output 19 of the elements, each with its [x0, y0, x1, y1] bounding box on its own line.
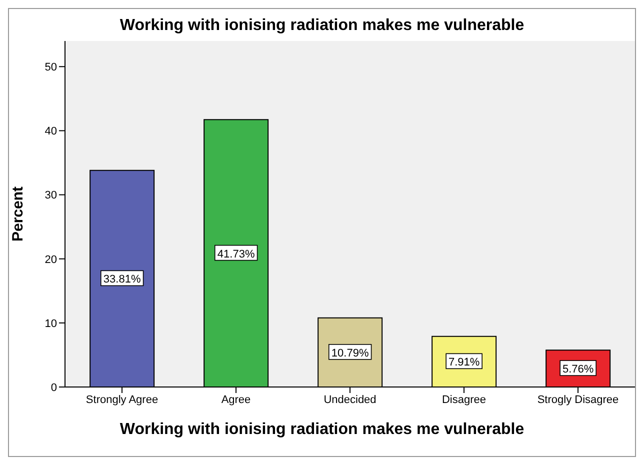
x-tick-label: Strogly Disagree — [537, 394, 619, 406]
data-label: 7.91% — [448, 356, 480, 369]
x-axis-title: Working with ionising radiation makes me vulnerable — [118, 421, 526, 439]
y-tick-label: 30 — [44, 190, 57, 202]
y-tick-label: 20 — [44, 254, 57, 266]
data-label: 33.81% — [103, 274, 141, 286]
x-tick-label: Disagree — [442, 394, 486, 406]
x-tick-label: Strongly Agree — [86, 394, 158, 406]
x-tick-label: Undecided — [324, 394, 376, 406]
y-tick-label: 40 — [44, 126, 57, 138]
y-tick-label: 10 — [44, 318, 57, 330]
y-tick-label: 0 — [50, 382, 57, 394]
x-tick-label: Agree — [221, 394, 251, 406]
chart-title: Working with ionising radiation makes me vulnerable — [118, 17, 526, 35]
data-label: 41.73% — [217, 248, 255, 260]
data-label: 10.79% — [331, 347, 369, 360]
data-label: 5.76% — [562, 364, 594, 376]
y-axis-title: Percent — [9, 186, 26, 242]
y-tick-label: 50 — [44, 62, 57, 74]
